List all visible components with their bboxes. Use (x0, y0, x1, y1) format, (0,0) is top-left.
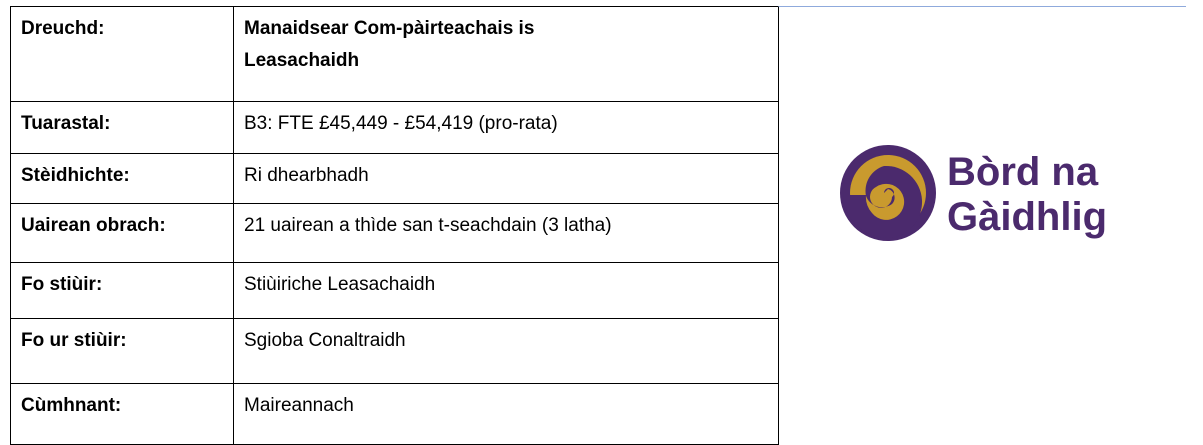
job-table: Dreuchd: Manaidsear Com-pàirteachais is L… (10, 6, 779, 445)
table-row: Cùmhnant: Maireannach (10, 383, 779, 445)
cell-text: Fo stiùir: (21, 274, 103, 295)
field-label: Dreuchd: (10, 6, 234, 102)
cell-text: Fo ur stiùir: (21, 330, 127, 351)
cell-text: Sgioba Conaltraidh (244, 330, 406, 351)
field-label: Fo ur stiùir: (10, 318, 234, 384)
logo: Bòrd na Gàidhlig (840, 145, 1107, 241)
table-row: Dreuchd: Manaidsear Com-pàirteachais is L… (10, 6, 779, 102)
logo-text: Bòrd na (947, 150, 1099, 194)
field-value: Manaidsear Com-pàirteachais is Leasachai… (233, 6, 779, 102)
field-value: B3: FTE £45,449 - £54,419 (pro-rata) (233, 101, 779, 154)
field-value: Maireannach (233, 383, 779, 445)
cell-text: B3: FTE £45,449 - £54,419 (pro-rata) (244, 113, 558, 134)
field-value: 21 uairean a thìde san t-seachdain (3 la… (233, 203, 779, 263)
field-value: Stiùiriche Leasachaidh (233, 262, 779, 319)
logo-swirl (843, 165, 923, 239)
field-label: Tuarastal: (10, 101, 234, 154)
table-row: Tuarastal: B3: FTE £45,449 - £54,419 (pro… (10, 101, 779, 154)
field-label: Fo stiùir: (10, 262, 234, 319)
field-label: Cùmhnant: (10, 383, 234, 445)
cell-text: Dreuchd: (21, 18, 105, 39)
logo-text: Gàidhlig (947, 195, 1107, 239)
cell-text: Cùmhnant: (21, 395, 122, 416)
cell-text: Ri dhearbhadh (244, 165, 369, 186)
table-row: Stèidhichte: Ri dhearbhadh (10, 153, 779, 204)
cell-text: Tuarastal: (21, 113, 111, 134)
table-row: Uairean obrach: 21 uairean a thìde san t-… (10, 203, 779, 263)
cell-text: Stèidhichte: (21, 165, 130, 186)
field-label: Stèidhichte: (10, 153, 234, 204)
cell-text: Maireannach (244, 395, 354, 416)
cell-text: Uairean obrach: (21, 215, 166, 236)
cell-text: Manaidsear Com-pàirteachais is Leasachai… (244, 18, 535, 71)
cell-text: 21 uairean a thìde san t-seachdain (3 la… (244, 215, 612, 236)
cell-text: Stiùiriche Leasachaidh (244, 274, 436, 295)
field-label: Uairean obrach: (10, 203, 234, 263)
field-value: Sgioba Conaltraidh (233, 318, 779, 384)
logo-cell (778, 6, 1186, 445)
table-row: Fo stiùir: Stiùiriche Leasachaidh (10, 262, 779, 319)
field-value: Ri dhearbhadh (233, 153, 779, 204)
table-row: Fo ur stiùir: Sgioba Conaltraidh (10, 318, 779, 384)
